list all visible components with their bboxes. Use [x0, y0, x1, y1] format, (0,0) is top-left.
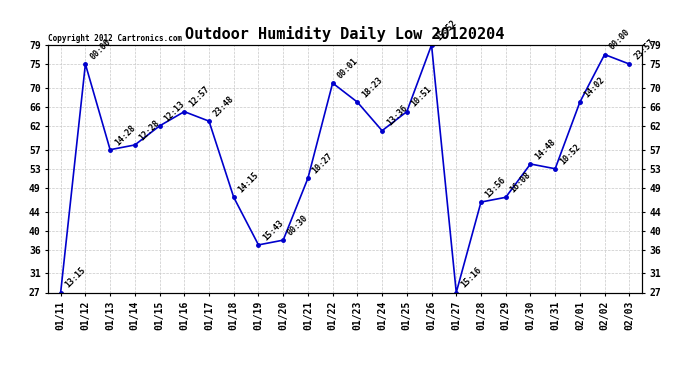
Text: 14:28: 14:28 [113, 123, 137, 147]
Text: 00:30: 00:30 [286, 213, 310, 237]
Text: 10:51: 10:51 [410, 85, 433, 109]
Text: 23:57: 23:57 [632, 37, 656, 61]
Text: 12:28: 12:28 [137, 118, 161, 142]
Text: 14:02: 14:02 [582, 75, 607, 99]
Text: 13:56: 13:56 [484, 175, 508, 199]
Text: 12:13: 12:13 [162, 99, 186, 123]
Text: 16:08: 16:08 [509, 171, 533, 195]
Text: 13:36: 13:36 [385, 104, 409, 128]
Text: 00:01: 00:01 [335, 56, 359, 80]
Text: 10:52: 10:52 [558, 142, 582, 166]
Text: Copyright 2012 Cartronics.com: Copyright 2012 Cartronics.com [48, 33, 182, 42]
Text: 12:57: 12:57 [187, 85, 211, 109]
Text: 00:06: 00:06 [88, 37, 112, 61]
Text: 18:23: 18:23 [360, 75, 384, 99]
Text: 10:27: 10:27 [310, 152, 335, 176]
Text: 15:43: 15:43 [262, 218, 285, 242]
Text: 00:00: 00:00 [607, 28, 631, 52]
Text: 15:52: 15:52 [434, 18, 458, 42]
Text: 14:15: 14:15 [237, 171, 261, 195]
Text: 15:16: 15:16 [459, 266, 483, 290]
Text: 14:48: 14:48 [533, 137, 558, 161]
Text: 23:48: 23:48 [212, 94, 236, 118]
Title: Outdoor Humidity Daily Low 20120204: Outdoor Humidity Daily Low 20120204 [186, 27, 504, 42]
Text: 13:15: 13:15 [63, 266, 88, 290]
